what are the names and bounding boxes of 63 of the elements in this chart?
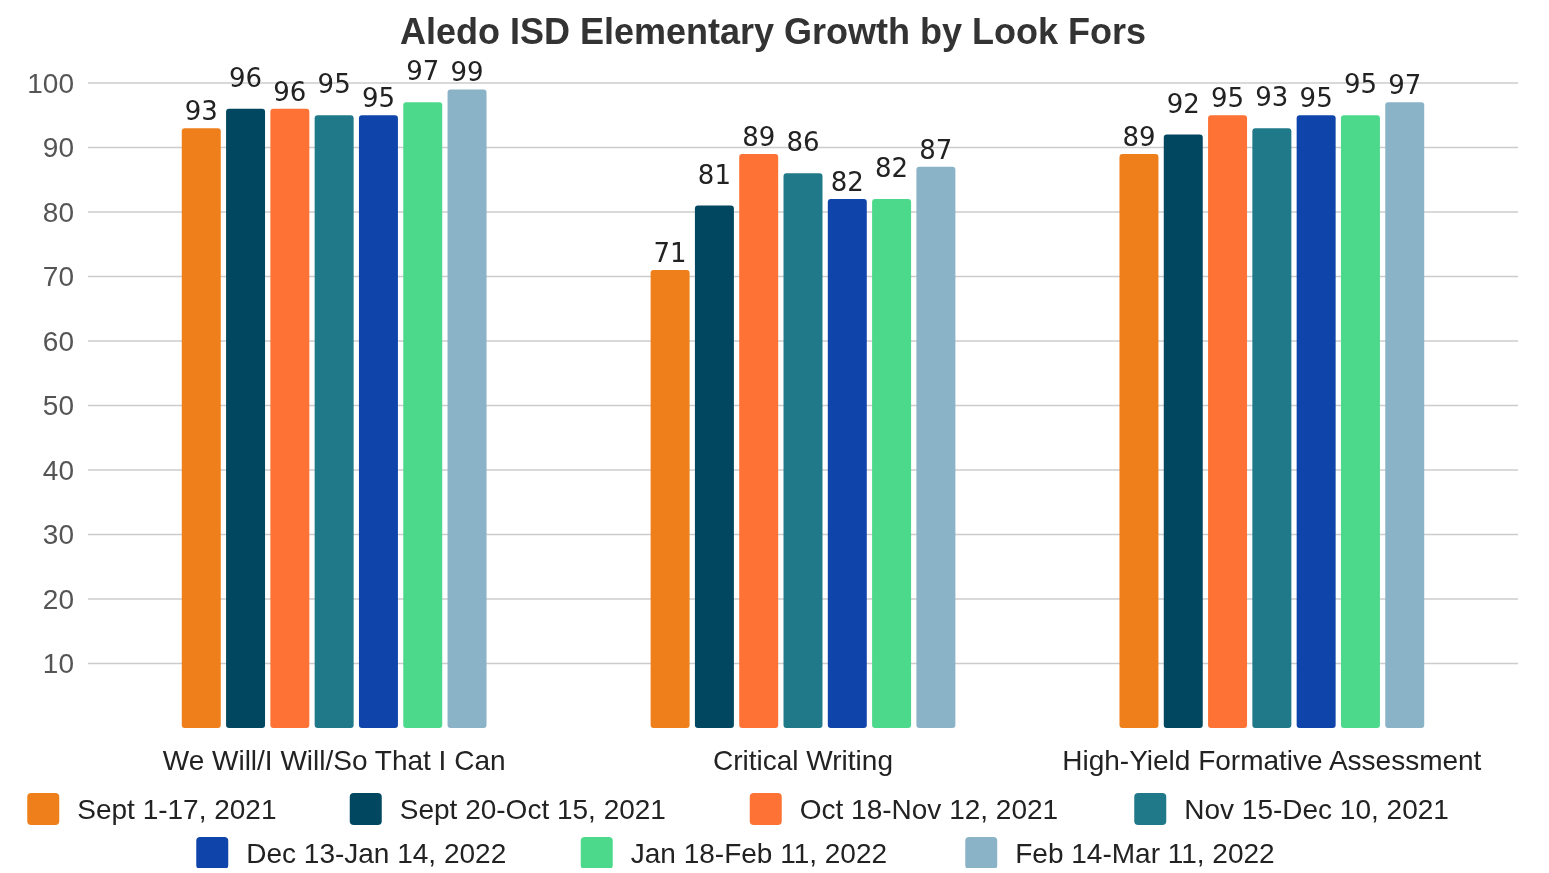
legend-label: Feb 14-Mar 11, 2022 — [1015, 837, 1275, 869]
bar — [358, 115, 398, 728]
legend-label: Jan 18-Feb 11, 2022 — [630, 837, 888, 869]
bar — [783, 173, 823, 728]
legend-label: Nov 15-Dec 10, 2021 — [1184, 793, 1449, 825]
legend-label: Dec 13-Jan 14, 2022 — [246, 837, 507, 869]
bar — [739, 153, 779, 728]
data-label: 86 — [786, 127, 820, 158]
x-tick-label: Critical Writing — [713, 745, 893, 776]
bar — [1208, 115, 1248, 728]
bar — [872, 199, 912, 728]
bar — [827, 199, 867, 728]
bar — [270, 108, 310, 728]
bar — [181, 128, 221, 728]
y-tick-label: 80 — [42, 196, 74, 228]
legend-label: Oct 18-Nov 12, 2021 — [799, 793, 1059, 825]
bar — [1163, 134, 1203, 728]
bar — [1296, 115, 1336, 728]
bar — [314, 115, 354, 728]
bar — [1119, 153, 1159, 728]
data-label: 97 — [1388, 70, 1422, 101]
data-label: 93 — [1255, 82, 1289, 113]
x-tick-label: We Will/I Will/So That I Can — [162, 745, 506, 776]
data-label: 97 — [406, 56, 440, 87]
y-tick-label: 70 — [42, 261, 74, 293]
y-tick-label: 60 — [42, 325, 74, 357]
data-label: 95 — [1299, 83, 1333, 114]
data-label: 96 — [229, 62, 263, 93]
y-tick-label: 90 — [42, 132, 74, 164]
bar — [447, 89, 487, 728]
legend-label: Sept 20-Oct 15, 2021 — [399, 793, 666, 825]
data-label: 99 — [450, 57, 484, 88]
bar — [403, 102, 443, 728]
y-tick-label: 10 — [42, 648, 74, 680]
y-tick-label: 20 — [42, 583, 74, 615]
bar — [650, 270, 690, 728]
data-label: 82 — [875, 153, 909, 184]
data-label: 95 — [1343, 69, 1377, 100]
y-tick-label: 100 — [27, 67, 74, 99]
data-label: 95 — [361, 83, 395, 114]
bar — [1252, 128, 1292, 728]
data-label: 82 — [830, 167, 864, 198]
data-label: 89 — [1122, 121, 1156, 152]
chart-title: Aledo ISD Elementary Growth by Look Fors — [399, 11, 1147, 52]
y-tick-label: 50 — [42, 390, 74, 422]
data-label: 95 — [317, 69, 351, 100]
y-tick-label: 40 — [42, 454, 74, 486]
bar — [916, 166, 956, 728]
data-label: 81 — [697, 159, 731, 190]
legend-label: Sept 1-17, 2021 — [77, 793, 277, 825]
bar — [226, 108, 266, 728]
data-label: 93 — [184, 96, 218, 127]
data-label: 71 — [653, 238, 687, 269]
x-tick-label: High-Yield Formative Assessment — [1062, 745, 1482, 776]
bar — [694, 205, 734, 728]
bar — [1385, 102, 1425, 728]
data-label: 95 — [1211, 83, 1245, 114]
bar — [1340, 115, 1380, 728]
y-tick-label: 30 — [42, 519, 74, 551]
data-label: 87 — [919, 134, 953, 165]
data-label: 96 — [273, 76, 307, 107]
data-label: 92 — [1166, 88, 1200, 119]
data-label: 89 — [742, 121, 776, 152]
